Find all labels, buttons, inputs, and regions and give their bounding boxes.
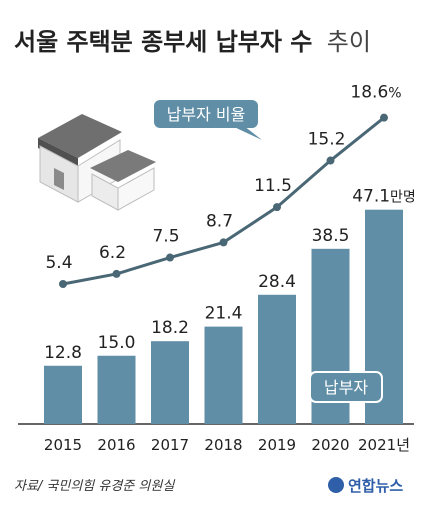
labels-layer: 12.8 2015 15.0 2016 18.2 2017 21.4 2018 28.4 2019… — [44, 83, 416, 454]
x-tick-label-2018: 2018 — [204, 436, 242, 454]
ratio-point-2019 — [273, 203, 281, 212]
ratio-unit-label: % — [388, 86, 401, 102]
ratio-point-2018 — [219, 238, 228, 247]
house-illustration — [38, 114, 156, 211]
line-series-badge-label: 납부자 비율 — [167, 105, 246, 124]
bar-2017 — [151, 341, 189, 424]
ratio-value-label-2017: 7.5 — [152, 227, 179, 247]
ratio-value-label-2019: 11.5 — [254, 176, 292, 196]
ratio-point-2015 — [59, 280, 67, 288]
bar-value-label-2016: 15.0 — [98, 333, 136, 353]
x-tick-label-2020: 2020 — [311, 436, 349, 454]
ratio-value-label-2015: 5.4 — [45, 253, 72, 273]
bar-series-badge-box — [309, 371, 383, 403]
chart-title: 서울 주택분 종부세 납부자 수 추이 — [14, 28, 371, 56]
source-note: 자료/ 국민의힘 유경준 의원실 — [14, 479, 175, 494]
bar-value-label-2020: 38.5 — [312, 226, 350, 246]
chart-title-main: 서울 주택분 종부세 납부자 수 — [14, 28, 312, 56]
bar-value-label-2018: 21.4 — [205, 304, 243, 324]
line-series-badge-box — [154, 100, 258, 128]
line-series-badge-tail — [232, 126, 262, 140]
ratio-point-2021 — [380, 113, 388, 122]
ratio-value-label-2021: 18.6% — [350, 83, 401, 103]
logo-text: 연합뉴스 — [348, 477, 403, 495]
bar-unit-label: 만명 — [390, 190, 416, 206]
ratio-point-2017 — [166, 253, 174, 262]
x-unit-label: 년 — [396, 436, 410, 454]
bar-value-label-2021: 47.1만명 — [352, 187, 416, 207]
logo-mark — [328, 477, 344, 493]
x-tick-label-2019: 2019 — [258, 436, 296, 454]
x-tick-label-2021: 2021년 — [358, 436, 410, 454]
house-door — [54, 168, 64, 190]
house-roof — [38, 114, 122, 158]
bar-value-label-2019: 28.4 — [258, 272, 296, 292]
annex-side-wall — [117, 167, 155, 211]
x-tick-label-2015: 2015 — [44, 436, 82, 454]
bar-value-label-2017: 18.2 — [151, 318, 189, 338]
publisher-logo: 연합뉴스 — [328, 477, 403, 495]
bar-2015 — [44, 365, 82, 424]
bar-2016 — [97, 355, 136, 424]
ratio-value-label-2018: 8.7 — [206, 211, 233, 231]
ratio-point-2020 — [326, 156, 335, 165]
ratio-point-2016 — [112, 269, 121, 278]
bar-value-label-2015: 12.8 — [44, 343, 82, 363]
ratio-value-label-2020: 15.2 — [308, 130, 346, 150]
ratio-value-label-2016: 6.2 — [99, 243, 126, 263]
annex-roof — [90, 150, 156, 182]
bar-2019 — [258, 294, 296, 424]
line-series-badge: 납부자 비율 — [154, 100, 262, 140]
x-tick-label-2017: 2017 — [151, 436, 189, 454]
bar-series-badge-label: 납부자 — [324, 378, 368, 397]
bar-series-badge: 납부자 — [309, 371, 383, 403]
line-layer — [59, 113, 388, 288]
x-tick-label-2016: 2016 — [97, 436, 135, 454]
chart-title-suffix: 추이 — [327, 28, 371, 56]
bar-2018 — [204, 326, 243, 424]
